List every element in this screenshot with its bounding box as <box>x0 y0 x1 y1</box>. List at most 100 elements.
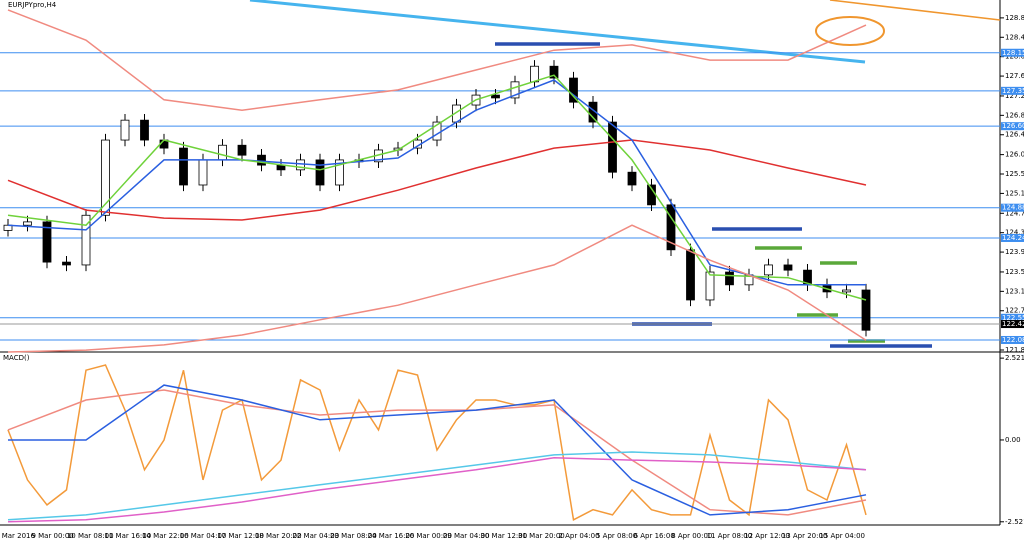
level-label: 122.084 <box>1002 336 1024 344</box>
y-tick-label: 123.522 <box>1005 268 1024 276</box>
x-tick-label: 6 Apr 16:00 <box>634 532 675 540</box>
candle-body <box>530 65 539 83</box>
y-tick-label: 127.662 <box>1005 72 1024 80</box>
candle-body <box>218 144 227 161</box>
y-tick-label: 124.352 <box>1005 229 1024 237</box>
candle-body <box>510 81 520 99</box>
candle-body <box>491 94 500 99</box>
current-price-label: 122.421 <box>1002 320 1024 328</box>
y-tick-label: 126.422 <box>1005 131 1024 139</box>
y-tick-label: 0.00 <box>1005 436 1021 444</box>
candle-body <box>42 221 52 263</box>
x-tick-label: 16 Mar 04:00 <box>180 532 227 540</box>
x-tick-label: 22 Mar 04:00 <box>292 532 339 540</box>
highlight-ellipse <box>815 16 885 46</box>
y-tick-label: 125.182 <box>1005 189 1024 197</box>
candle-body <box>101 139 110 216</box>
y-tick-label: 123.942 <box>1005 248 1024 256</box>
level-label-box <box>1001 203 1024 212</box>
y-tick-label: 122.702 <box>1005 307 1024 315</box>
indicator-line <box>7 389 867 516</box>
candle-body <box>198 159 208 186</box>
level-label-box <box>1001 48 1024 57</box>
candle-body <box>783 264 793 271</box>
x-tick-label: 8 Apr 00:00 <box>671 532 712 540</box>
x-tick-label: 23 Mar 08:00 <box>330 532 377 540</box>
x-tick-label: 31 Mar 20:00 <box>518 532 565 540</box>
indicator-line <box>7 451 867 521</box>
candle-body <box>608 121 617 173</box>
y-tick-label: 126.002 <box>1005 151 1024 159</box>
x-tick-label: 11 Mar 16:00 <box>104 532 151 540</box>
indicator-line <box>7 9 867 111</box>
indicator-line <box>8 384 867 516</box>
y-tick-label: 128.892 <box>1005 14 1024 22</box>
candle-body <box>237 144 247 156</box>
trend-line <box>829 0 1001 21</box>
level-label: 126.603 <box>1002 122 1024 130</box>
x-tick-label: 14 Mar 22:00 <box>142 532 189 540</box>
level-label-box <box>1001 122 1024 131</box>
x-tick-label: 15 Apr 04:00 <box>819 532 865 540</box>
x-tick-label: 5 Apr 08:00 <box>596 532 637 540</box>
indicator-line <box>7 139 867 221</box>
candle-body <box>120 119 130 141</box>
x-tick-label: 7 Mar 2016 <box>0 532 36 540</box>
x-tick-label: 9 Mar 00:00 <box>31 532 73 540</box>
indicator-line <box>7 457 867 523</box>
level-label: 122.553 <box>1002 314 1024 322</box>
level-label-box <box>1001 335 1024 344</box>
candle-body <box>569 77 578 103</box>
candle-body <box>627 171 637 186</box>
y-tick-label: -2.5211 <box>1005 518 1024 526</box>
y-tick-label: 125.592 <box>1005 170 1024 178</box>
trend-line <box>249 0 866 64</box>
candle-body <box>842 289 851 293</box>
level-label: 128.155 <box>1002 49 1024 57</box>
x-tick-label: 18 Mar 20:00 <box>255 532 302 540</box>
y-tick-label: 127.242 <box>1005 92 1024 100</box>
candle-body <box>549 65 559 79</box>
x-tick-label: 17 Mar 12:00 <box>217 532 264 540</box>
candle-body <box>315 159 325 186</box>
indicator-line <box>7 79 866 286</box>
candle-body <box>666 204 676 251</box>
level-label-box <box>1001 86 1024 95</box>
candle-body <box>296 159 305 171</box>
x-tick-label: 24 Mar 16:00 <box>368 532 415 540</box>
x-tick-label: 26 Mar 00:00 <box>405 532 452 540</box>
candle-body <box>686 249 695 301</box>
y-tick-label: 121.872 <box>1005 346 1024 354</box>
x-tick-label: 12 Apr 12:00 <box>744 532 790 540</box>
x-tick-label: 30 Mar 12:00 <box>480 532 527 540</box>
y-tick-label: 126.832 <box>1005 111 1024 119</box>
candle-body <box>23 221 32 226</box>
candle-body <box>764 264 773 276</box>
candle-body <box>257 154 266 166</box>
candle-body <box>725 271 734 286</box>
candle-body <box>81 214 91 266</box>
current-price-box <box>1001 320 1024 329</box>
level-label-box <box>1001 233 1024 242</box>
indicator-line <box>7 74 867 301</box>
marker-group <box>495 42 932 348</box>
y-tick-label: 2.5211 <box>1005 354 1024 362</box>
chart-title: EURJPYpro,H4 <box>8 1 57 9</box>
x-tick-label: 13 Apr 20:00 <box>782 532 828 540</box>
candle-body <box>861 289 871 331</box>
candle-body <box>179 147 188 186</box>
candle-body <box>705 271 715 301</box>
y-tick-label: 128.482 <box>1005 33 1024 41</box>
x-tick-label: 11 Apr 08:00 <box>707 532 753 540</box>
level-label-box <box>1001 313 1024 322</box>
indicator-line <box>7 224 867 353</box>
candle-body <box>335 159 344 186</box>
y-tick-label: 124.762 <box>1005 209 1024 217</box>
indicator-line <box>7 364 867 521</box>
candle-body <box>140 119 149 141</box>
indicator-title: MACD() <box>3 354 30 362</box>
x-tick-label: 10 Mar 08:00 <box>67 532 114 540</box>
y-tick-label: 123.112 <box>1005 287 1024 295</box>
x-tick-label: 29 Mar 04:00 <box>443 532 490 540</box>
